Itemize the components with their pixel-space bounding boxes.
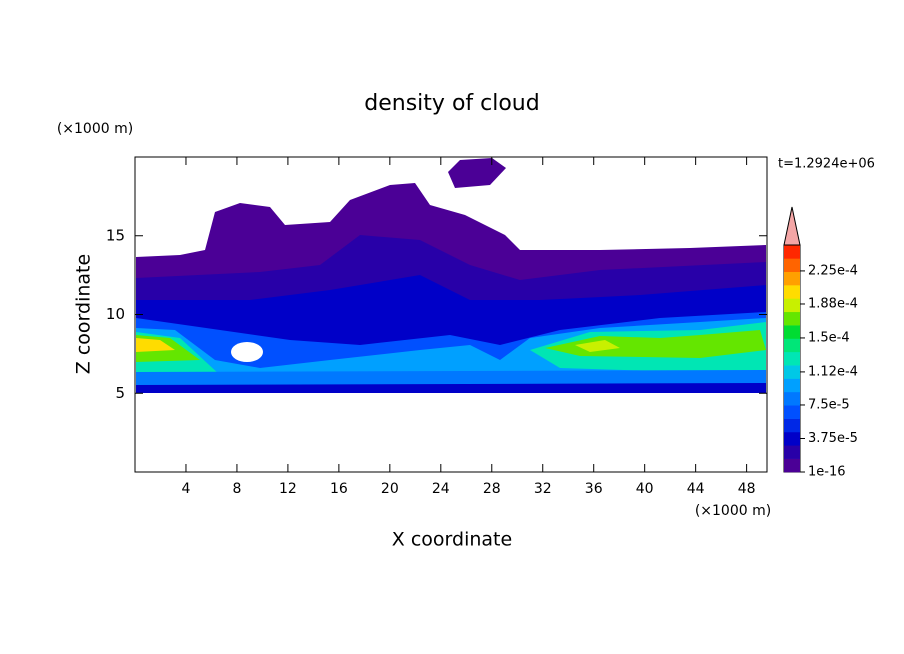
colorbar-band <box>784 431 800 446</box>
colorbar-band <box>784 325 800 339</box>
x-unit: (×1000 m) <box>695 503 771 519</box>
x-tick-label: 24 <box>432 481 450 497</box>
x-tick-label: 40 <box>636 481 654 497</box>
colorbar-extend <box>783 206 801 246</box>
time-annotation: t=1.2924e+06 <box>778 157 875 172</box>
chart-title: density of cloud <box>364 91 539 116</box>
colorbar-band <box>784 445 800 459</box>
colorbar-tick-label: 7.5e-5 <box>808 397 850 412</box>
colorbar-band <box>784 311 800 326</box>
x-tick-label: 12 <box>279 481 297 497</box>
x-tick-label: 36 <box>585 481 603 497</box>
y-unit: (×1000 m) <box>57 121 133 137</box>
colorbar-band <box>784 418 800 433</box>
colorbar-band <box>784 285 800 299</box>
x-axis-label: X coordinate <box>392 529 512 551</box>
colorbar-band <box>784 378 800 393</box>
x-tick-label: 8 <box>232 481 241 497</box>
colorbar-band <box>784 458 800 473</box>
y-axis-label: Z coordinate <box>73 254 95 374</box>
x-tick-label: 48 <box>738 481 756 497</box>
colorbar-tick-label: 3.75e-5 <box>808 431 858 446</box>
x-tick-label: 16 <box>330 481 348 497</box>
colorbar-band <box>784 351 800 366</box>
colorbar-band <box>784 298 800 313</box>
colorbar-band <box>784 391 800 406</box>
x-tick-label: 20 <box>381 481 399 497</box>
x-tick-label: 32 <box>534 481 552 497</box>
colorbar-band <box>784 245 800 259</box>
colorbar-tick-label: 1.12e-4 <box>808 364 858 379</box>
colorbar-band <box>784 338 800 353</box>
y-tick-label: 10 <box>106 305 125 323</box>
colorbar-tick-label: 1.88e-4 <box>808 296 858 311</box>
colorbar-band <box>784 365 800 379</box>
x-tick-label: 28 <box>483 481 501 497</box>
x-tick-label: 4 <box>182 481 191 497</box>
y-tick-label: 15 <box>106 226 125 244</box>
colorbar-tick-label: 2.25e-4 <box>808 263 858 278</box>
colorbar-tick-label: 1e-16 <box>808 465 846 480</box>
colorbar-band <box>784 405 800 419</box>
colorbar-tick-label: 1.5e-4 <box>808 330 850 345</box>
y-tick-label: 5 <box>115 384 125 402</box>
colorbar-band <box>784 271 800 286</box>
x-tick-label: 44 <box>687 481 705 497</box>
colorbar-band <box>784 258 800 273</box>
contour-field <box>136 158 766 472</box>
